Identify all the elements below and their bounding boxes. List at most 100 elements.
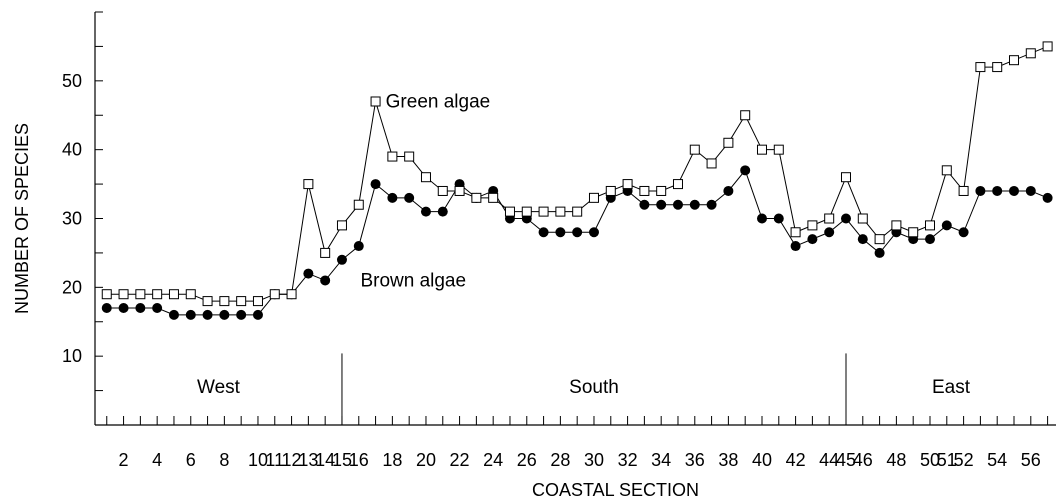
data-point	[639, 199, 650, 210]
data-point	[874, 247, 885, 258]
data-point	[756, 213, 767, 224]
data-point	[924, 220, 935, 231]
x-tick-label: 18	[382, 450, 402, 470]
data-point	[672, 179, 683, 190]
data-point	[958, 227, 969, 238]
data-point	[168, 309, 179, 320]
data-point	[118, 302, 129, 313]
x-tick-label: 44	[819, 450, 839, 470]
data-point	[790, 227, 801, 238]
data-point	[437, 206, 448, 217]
data-point	[1025, 185, 1036, 196]
data-point	[252, 296, 263, 307]
x-tick-label: 48	[886, 450, 906, 470]
x-tick-label: 24	[483, 450, 503, 470]
region-label: West	[197, 377, 241, 398]
data-point	[740, 165, 751, 176]
x-tick-label: 54	[987, 450, 1007, 470]
x-tick-label: 8	[219, 450, 229, 470]
x-tick-label: 38	[718, 450, 738, 470]
data-point	[185, 309, 196, 320]
data-point	[790, 241, 801, 252]
data-point	[269, 289, 280, 300]
data-point	[874, 234, 885, 245]
data-point	[101, 289, 112, 300]
data-point	[689, 199, 700, 210]
x-tick-label: 32	[618, 450, 638, 470]
data-point	[622, 179, 633, 190]
series-label: Green algae	[386, 91, 491, 112]
data-point	[740, 110, 751, 121]
chart-labels: Brown algae Green algae	[360, 91, 490, 291]
data-point	[941, 220, 952, 231]
y-tick-label: 50	[62, 71, 82, 91]
data-point	[488, 192, 499, 203]
x-tick-label: 28	[550, 450, 570, 470]
data-point	[168, 289, 179, 300]
data-point	[353, 199, 364, 210]
data-point	[639, 185, 650, 196]
data-point	[152, 302, 163, 313]
x-tick-label: 51	[937, 450, 957, 470]
data-point	[857, 234, 868, 245]
data-point	[219, 309, 230, 320]
data-point	[975, 185, 986, 196]
y-tick-label: 20	[62, 277, 82, 297]
data-point	[706, 199, 717, 210]
data-point	[404, 192, 415, 203]
data-point	[118, 289, 129, 300]
data-point	[320, 247, 331, 258]
data-point	[840, 172, 851, 183]
data-point	[504, 206, 515, 217]
x-tick-label: 10	[248, 450, 268, 470]
data-point	[1025, 48, 1036, 59]
series-line	[106, 45, 1048, 302]
data-point	[605, 185, 616, 196]
data-point	[437, 185, 448, 196]
data-point	[723, 185, 734, 196]
x-tick-label: 12	[282, 450, 302, 470]
series-label: Brown algae	[360, 270, 466, 291]
data-point	[538, 206, 549, 217]
data-point	[336, 220, 347, 231]
data-point	[236, 296, 247, 307]
data-point	[286, 289, 297, 300]
x-tick-label: 34	[651, 450, 671, 470]
data-point	[555, 206, 566, 217]
x-tick-label: 20	[416, 450, 436, 470]
x-tick-label: 52	[954, 450, 974, 470]
x-tick-label: 40	[752, 450, 772, 470]
data-point	[202, 296, 213, 307]
data-point	[588, 192, 599, 203]
data-point	[958, 185, 969, 196]
data-point	[420, 206, 431, 217]
data-point	[773, 213, 784, 224]
data-point	[807, 234, 818, 245]
data-point	[303, 179, 314, 190]
y-tick-label: 40	[62, 140, 82, 160]
data-point	[1042, 41, 1053, 52]
x-tick-label: 16	[349, 450, 369, 470]
x-tick-label: 26	[517, 450, 537, 470]
data-point	[252, 309, 263, 320]
data-point	[471, 192, 482, 203]
region-dividers: West South East	[197, 353, 971, 425]
data-point	[135, 289, 146, 300]
data-point	[303, 268, 314, 279]
x-tick-label: 22	[450, 450, 470, 470]
data-point	[857, 213, 868, 224]
data-point	[824, 213, 835, 224]
y-axis-title: NUMBER OF SPECIES	[12, 123, 32, 314]
data-point	[672, 199, 683, 210]
x-axis-title: COASTAL SECTION	[532, 480, 699, 500]
data-point	[387, 192, 398, 203]
data-point	[370, 96, 381, 107]
x-tick-label: 36	[685, 450, 705, 470]
series-green-algae	[101, 41, 1053, 307]
data-point	[572, 227, 583, 238]
data-point	[320, 275, 331, 286]
data-point	[924, 234, 935, 245]
series-line	[106, 169, 1048, 316]
data-point	[773, 144, 784, 155]
